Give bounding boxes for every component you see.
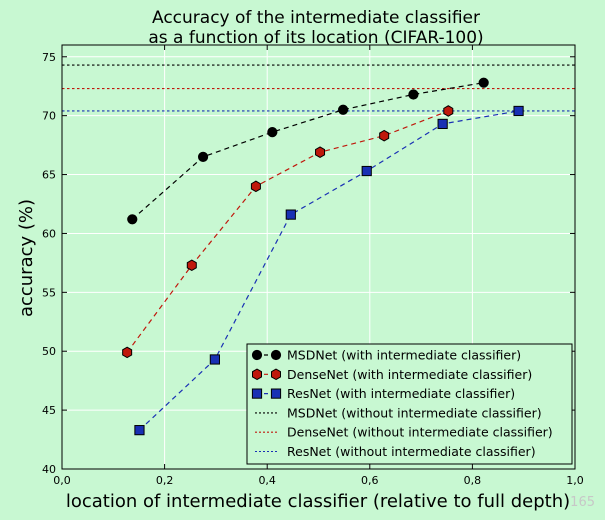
series-2-point-5 (513, 105, 524, 117)
series-2-point-2 (285, 209, 296, 220)
series-0-point-0 (127, 214, 138, 225)
series-0-point-3 (338, 104, 349, 115)
series-1-point-0 (122, 346, 133, 359)
series-1 (122, 105, 454, 359)
legend-marker-2-a (251, 388, 263, 399)
x-tick-label-4: 0,8 (464, 474, 482, 487)
series-0-point-4 (408, 89, 419, 100)
chart-title-line-1: Accuracy of the intermediate classifier (152, 8, 480, 28)
x-tick-label-2: 0,4 (258, 474, 276, 487)
series-2 (134, 105, 524, 436)
series-2-line (139, 110, 519, 431)
reference-lines (62, 64, 575, 112)
legend-box (246, 343, 573, 465)
y-tick-label-6: 70 (42, 110, 56, 123)
legend-marker-2-b (270, 388, 282, 399)
legend-label-1: DenseNet (with intermediate classifier) (287, 367, 532, 382)
series-0-point-1 (197, 151, 209, 162)
series-2-point-3 (361, 165, 372, 177)
series-1-point-5 (443, 105, 454, 117)
watermark-text: 165 (570, 495, 595, 510)
legend-marker-1-b (271, 368, 281, 381)
series-0-point-5 (478, 77, 489, 88)
x-axis-label: location of intermediate classifier (rel… (66, 491, 570, 512)
y-tick-label-4: 60 (42, 227, 56, 240)
x-tick-label-5: 1,0 (566, 474, 584, 487)
x-tick-label-0: 0,0 (53, 474, 71, 487)
series-0-line (131, 82, 484, 220)
plot-area-frame (61, 44, 576, 470)
legend-marker-1-a (252, 368, 262, 381)
series-2-point-4 (437, 118, 448, 130)
series-2-point-1 (209, 354, 220, 365)
legend: MSDNet (with intermediate classifier) Den… (246, 343, 573, 465)
series-0-point-2 (267, 127, 278, 138)
x-tick-label-1: 0,2 (156, 474, 174, 487)
legend-label-3: MSDNet (without intermediate classifier) (287, 405, 542, 420)
series-2-point-0 (134, 425, 145, 436)
data-series (122, 77, 524, 436)
legend-marker-0-a (251, 349, 263, 361)
series-0 (127, 77, 489, 225)
y-tick-label-0: 40 (42, 463, 56, 476)
legend-entry-4: DenseNet (without intermediate classifie… (255, 425, 553, 440)
x-tick-label-3: 0,6 (361, 474, 379, 487)
y-tick-label-7: 75 (42, 51, 56, 64)
series-1-line (126, 110, 449, 353)
legend-entry-1: DenseNet (with intermediate classifier) (252, 367, 532, 382)
series-1-point-3 (315, 146, 326, 158)
legend-entry-5: ResNet (without intermediate classifier) (255, 444, 536, 459)
legend-entry-0: MSDNet (with intermediate classifier) (251, 348, 521, 363)
y-tick-label-1: 45 (42, 404, 56, 417)
legend-label-4: DenseNet (without intermediate classifie… (287, 425, 553, 440)
series-1-point-4 (379, 129, 390, 142)
y-tick-label-2: 50 (42, 345, 56, 358)
legend-label-2: ResNet (with intermediate classifier) (287, 386, 515, 401)
legend-marker-0-b (270, 349, 282, 361)
y-tick-label-3: 55 (42, 286, 56, 299)
legend-label-5: ResNet (without intermediate classifier) (287, 444, 536, 459)
legend-entry-2: ResNet (with intermediate classifier) (251, 386, 515, 401)
y-axis-label: accuracy (%) (16, 199, 37, 317)
legend-entry-3: MSDNet (without intermediate classifier) (255, 405, 542, 420)
chart-title: Accuracy of the intermediate classifier … (148, 8, 483, 48)
y-tick-label-5: 65 (42, 169, 56, 182)
legend-label-0: MSDNet (with intermediate classifier) (287, 348, 521, 363)
axis-ticks: 0,0 0,2 0,4 0,6 0,8 1,0 40 45 50 55 60 65 70 75 (42, 45, 584, 487)
chart-title-line-2: as a function of its location (CIFAR-100… (148, 28, 483, 48)
series-1-point-2 (250, 180, 261, 193)
series-1-point-1 (186, 259, 197, 272)
